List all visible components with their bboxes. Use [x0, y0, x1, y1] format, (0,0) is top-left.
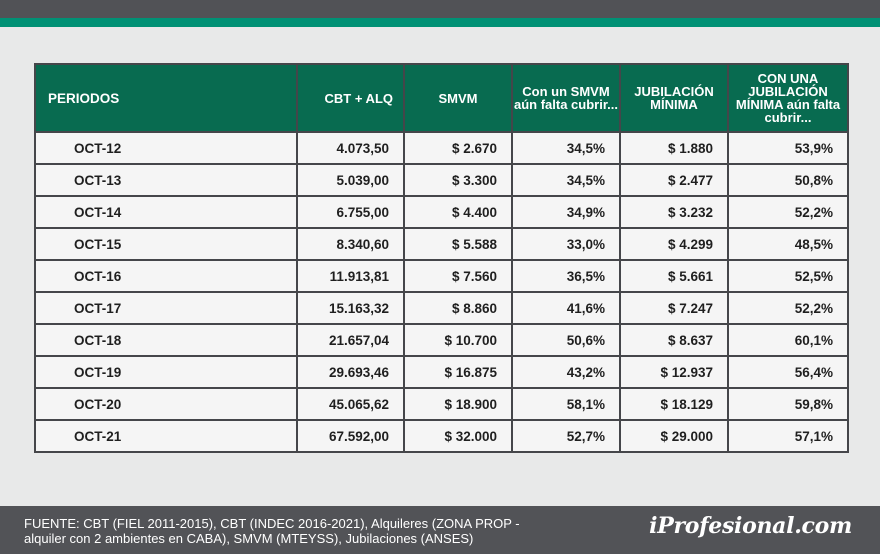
cell-smvm-falta: 58,1% [511, 387, 621, 421]
cell-cbt-alq: 21.657,04 [296, 323, 405, 357]
cell-jubilacion: $ 18.129 [619, 387, 729, 421]
cell-smvm-falta: 36,5% [511, 259, 621, 293]
cell-smvm: $ 4.400 [403, 195, 513, 229]
cell-cbt-alq: 8.340,60 [296, 227, 405, 261]
cell-jubilacion: $ 12.937 [619, 355, 729, 389]
top-green-stripe [0, 18, 880, 27]
cell-smvm-falta: 34,9% [511, 195, 621, 229]
cell-smvm: $ 8.860 [403, 291, 513, 325]
header-smvm-falta: Con un SMVM aún falta cubrir... [511, 63, 621, 133]
cell-smvm: $ 7.560 [403, 259, 513, 293]
cell-periodo: OCT-13 [34, 163, 298, 197]
cell-smvm-falta: 33,0% [511, 227, 621, 261]
cell-periodo: OCT-16 [34, 259, 298, 293]
cell-jubilacion-falta: 50,8% [727, 163, 849, 197]
table-row: OCT-19 29.693,46 $ 16.875 43,2% $ 12.937 56,4… [34, 355, 849, 389]
cell-jubilacion: $ 5.661 [619, 259, 729, 293]
header-periodos: PERIODOS [34, 63, 298, 133]
cell-jubilacion-falta: 52,2% [727, 291, 849, 325]
cell-periodo: OCT-19 [34, 355, 298, 389]
cell-cbt-alq: 5.039,00 [296, 163, 405, 197]
cell-smvm-falta: 50,6% [511, 323, 621, 357]
cell-periodo: OCT-17 [34, 291, 298, 325]
cell-jubilacion-falta: 60,1% [727, 323, 849, 357]
cell-smvm-falta: 41,6% [511, 291, 621, 325]
table-body: OCT-12 4.073,50 $ 2.670 34,5% $ 1.880 53,9% OC… [34, 131, 849, 453]
table-header-row: PERIODOS CBT + ALQ SMVM Con un SMVM aún … [34, 63, 849, 133]
cell-smvm: $ 18.900 [403, 387, 513, 421]
header-jubilacion-minima: JUBILACIÓN MÍNIMA [619, 63, 729, 133]
cell-cbt-alq: 67.592,00 [296, 419, 405, 453]
cell-jubilacion: $ 4.299 [619, 227, 729, 261]
cell-jubilacion-falta: 53,9% [727, 131, 849, 165]
cell-jubilacion-falta: 48,5% [727, 227, 849, 261]
header-smvm: SMVM [403, 63, 513, 133]
cell-smvm-falta: 43,2% [511, 355, 621, 389]
cell-periodo: OCT-15 [34, 227, 298, 261]
data-table: PERIODOS CBT + ALQ SMVM Con un SMVM aún … [34, 63, 849, 453]
table-row: OCT-17 15.163,32 $ 8.860 41,6% $ 7.247 52,2% [34, 291, 849, 325]
table-row: OCT-18 21.657,04 $ 10.700 50,6% $ 8.637 60,1% [34, 323, 849, 357]
table-row: OCT-15 8.340,60 $ 5.588 33,0% $ 4.299 48,5% [34, 227, 849, 261]
cell-smvm: $ 3.300 [403, 163, 513, 197]
cell-jubilacion-falta: 56,4% [727, 355, 849, 389]
source-line-2: alquiler con 2 ambientes en CABA), SMVM … [24, 531, 474, 546]
cell-cbt-alq: 4.073,50 [296, 131, 405, 165]
brand-logo: iProfesional.com [649, 513, 852, 539]
cell-jubilacion: $ 3.232 [619, 195, 729, 229]
cell-jubilacion-falta: 52,5% [727, 259, 849, 293]
cell-cbt-alq: 15.163,32 [296, 291, 405, 325]
cell-jubilacion: $ 7.247 [619, 291, 729, 325]
source-line-1: FUENTE: CBT (FIEL 2011-2015), CBT (INDEC… [24, 516, 520, 531]
cell-jubilacion-falta: 52,2% [727, 195, 849, 229]
cell-jubilacion: $ 29.000 [619, 419, 729, 453]
cell-cbt-alq: 6.755,00 [296, 195, 405, 229]
table-row: OCT-16 11.913,81 $ 7.560 36,5% $ 5.661 52,5% [34, 259, 849, 293]
cell-smvm: $ 32.000 [403, 419, 513, 453]
header-jubilacion-falta: CON UNA JUBILACIÓN MÍNIMA aún falta cubr… [727, 63, 849, 133]
cell-cbt-alq: 29.693,46 [296, 355, 405, 389]
cell-jubilacion-falta: 59,8% [727, 387, 849, 421]
cell-jubilacion: $ 1.880 [619, 131, 729, 165]
cell-smvm: $ 16.875 [403, 355, 513, 389]
cell-smvm-falta: 52,7% [511, 419, 621, 453]
cell-jubilacion-falta: 57,1% [727, 419, 849, 453]
top-dark-bar [0, 0, 880, 18]
source-note: FUENTE: CBT (FIEL 2011-2015), CBT (INDEC… [24, 516, 584, 546]
table-row: OCT-14 6.755,00 $ 4.400 34,9% $ 3.232 52,2% [34, 195, 849, 229]
cell-periodo: OCT-12 [34, 131, 298, 165]
cell-periodo: OCT-14 [34, 195, 298, 229]
cell-smvm: $ 5.588 [403, 227, 513, 261]
cell-periodo: OCT-18 [34, 323, 298, 357]
cell-smvm: $ 10.700 [403, 323, 513, 357]
header-cbt-alq: CBT + ALQ [296, 63, 405, 133]
table-row: OCT-12 4.073,50 $ 2.670 34,5% $ 1.880 53,9% [34, 131, 849, 165]
cell-jubilacion: $ 2.477 [619, 163, 729, 197]
cell-periodo: OCT-21 [34, 419, 298, 453]
cell-smvm: $ 2.670 [403, 131, 513, 165]
cell-smvm-falta: 34,5% [511, 163, 621, 197]
table-row: OCT-21 67.592,00 $ 32.000 52,7% $ 29.000 57,1… [34, 419, 849, 453]
cell-cbt-alq: 45.065,62 [296, 387, 405, 421]
cell-cbt-alq: 11.913,81 [296, 259, 405, 293]
cell-smvm-falta: 34,5% [511, 131, 621, 165]
footer-bar [0, 506, 880, 554]
table-row: OCT-13 5.039,00 $ 3.300 34,5% $ 2.477 50,8% [34, 163, 849, 197]
table-row: OCT-20 45.065,62 $ 18.900 58,1% $ 18.129 59,8… [34, 387, 849, 421]
cell-jubilacion: $ 8.637 [619, 323, 729, 357]
cell-periodo: OCT-20 [34, 387, 298, 421]
